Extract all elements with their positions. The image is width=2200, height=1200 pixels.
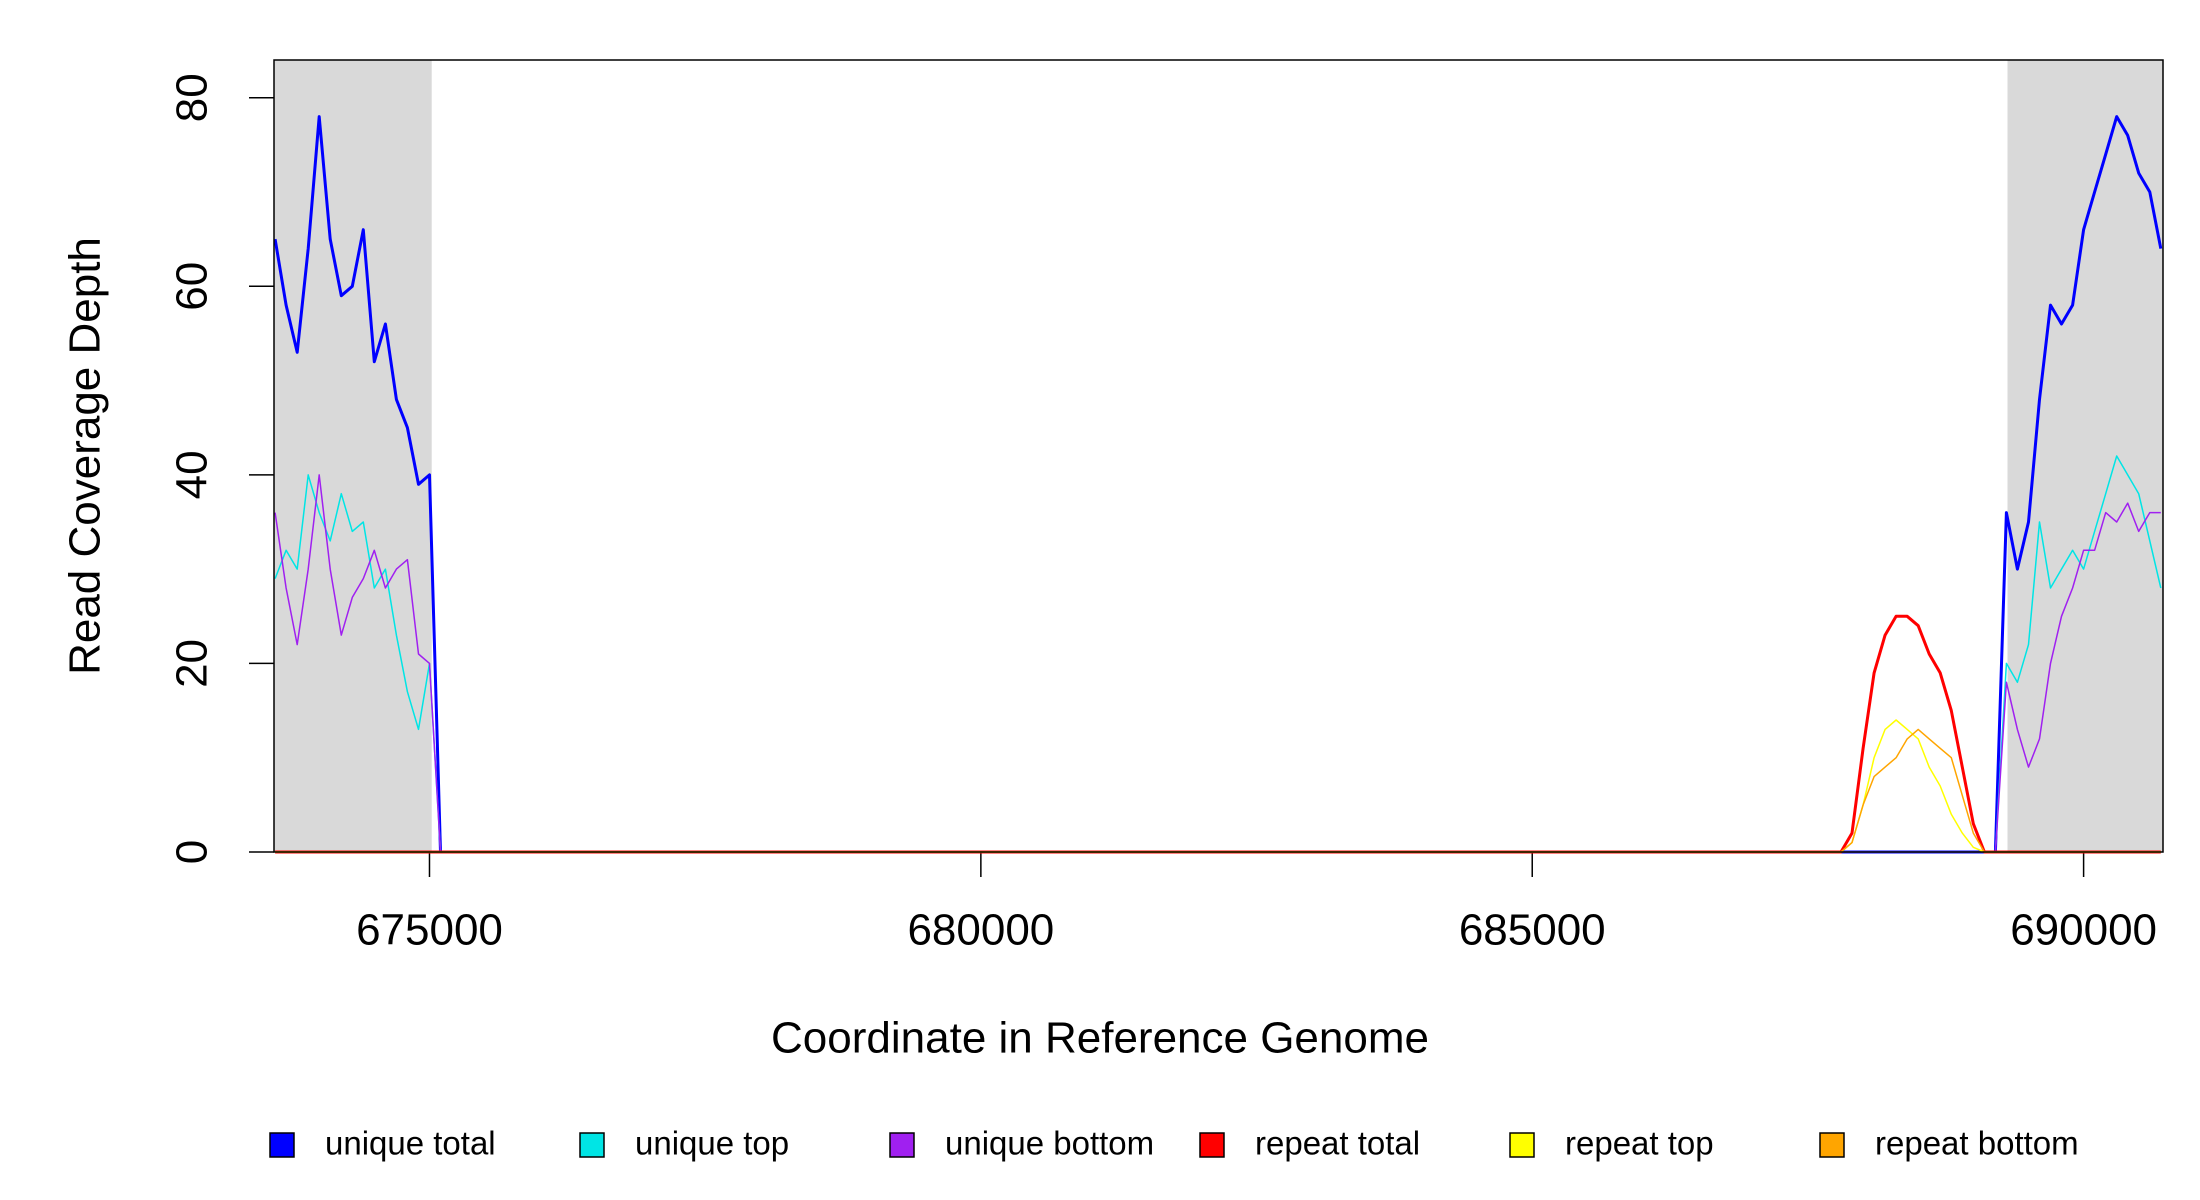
- legend-label: unique bottom: [945, 1125, 1154, 1162]
- x-tick-label: 675000: [356, 906, 503, 955]
- legend-swatch: [889, 1132, 915, 1158]
- legend-swatch: [269, 1132, 295, 1158]
- legend-label: unique top: [635, 1125, 789, 1162]
- y-axis-label: Read Coverage Depth: [61, 237, 110, 675]
- y-tick-label: 0: [168, 840, 217, 864]
- y-tick-label: 80: [168, 73, 217, 122]
- y-tick-label: 60: [168, 262, 217, 311]
- x-tick-label: 685000: [1459, 906, 1606, 955]
- x-tick-label: 690000: [2010, 906, 2157, 955]
- legend-label: repeat total: [1255, 1125, 1420, 1162]
- series-line: [275, 614, 2161, 854]
- shaded-region: [2007, 60, 2163, 852]
- x-tick-label: 680000: [907, 906, 1054, 955]
- legend-swatch: [1509, 1132, 1535, 1158]
- legend-swatch: [1199, 1132, 1225, 1158]
- legend-label: repeat bottom: [1875, 1125, 2079, 1162]
- y-tick-label: 20: [168, 639, 217, 688]
- legend-label: repeat top: [1565, 1125, 1714, 1162]
- legend-swatch: [579, 1132, 605, 1158]
- legend-label: unique total: [325, 1125, 496, 1162]
- x-axis-label: Coordinate in Reference Genome: [771, 1014, 1429, 1063]
- legend-swatch: [1819, 1132, 1845, 1158]
- series-line: [273, 115, 2163, 854]
- series-line: [274, 455, 2162, 853]
- shaded-region: [274, 60, 432, 852]
- plot-frame: [273, 59, 2164, 853]
- series-line: [275, 719, 2161, 853]
- y-tick-label: 40: [168, 450, 217, 499]
